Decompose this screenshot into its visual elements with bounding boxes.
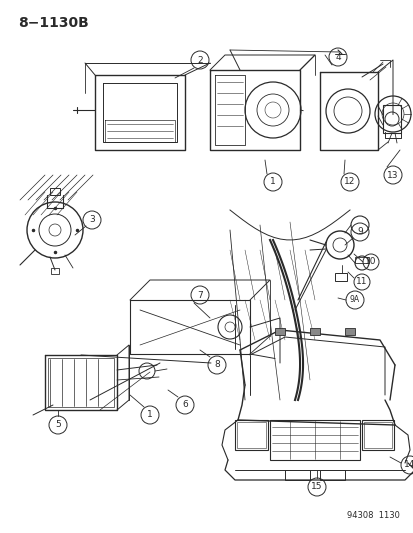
Text: 13: 13 <box>386 171 398 180</box>
Text: 10: 10 <box>364 257 376 266</box>
Bar <box>51 268 59 274</box>
Text: 15: 15 <box>311 482 322 491</box>
Text: 1: 1 <box>269 177 275 187</box>
Text: 2: 2 <box>197 55 202 64</box>
Text: 1: 1 <box>147 410 152 419</box>
Bar <box>361 420 393 450</box>
Text: 4: 4 <box>335 52 340 61</box>
Text: 9A: 9A <box>349 295 359 304</box>
Text: 8−1130B: 8−1130B <box>18 16 88 30</box>
Bar <box>334 273 346 281</box>
Bar <box>319 470 344 480</box>
Text: 5: 5 <box>55 421 61 430</box>
Bar <box>309 328 319 335</box>
Text: 9: 9 <box>356 228 362 237</box>
Text: 6: 6 <box>182 400 188 409</box>
Bar <box>235 420 267 450</box>
Text: 3: 3 <box>89 215 95 224</box>
Text: 14: 14 <box>404 461 413 470</box>
Bar <box>363 422 391 448</box>
Bar <box>236 422 266 448</box>
Bar <box>269 420 359 460</box>
Bar <box>48 358 114 407</box>
Text: 8: 8 <box>214 360 219 369</box>
Bar <box>274 328 284 335</box>
Bar <box>50 188 60 195</box>
Bar <box>284 470 309 480</box>
Text: 12: 12 <box>344 177 355 187</box>
Text: 11: 11 <box>356 278 367 287</box>
Text: 94308  1130: 94308 1130 <box>346 511 399 520</box>
Bar <box>382 105 400 133</box>
Bar <box>344 328 354 335</box>
Text: 7: 7 <box>197 290 202 300</box>
Bar <box>354 257 368 263</box>
